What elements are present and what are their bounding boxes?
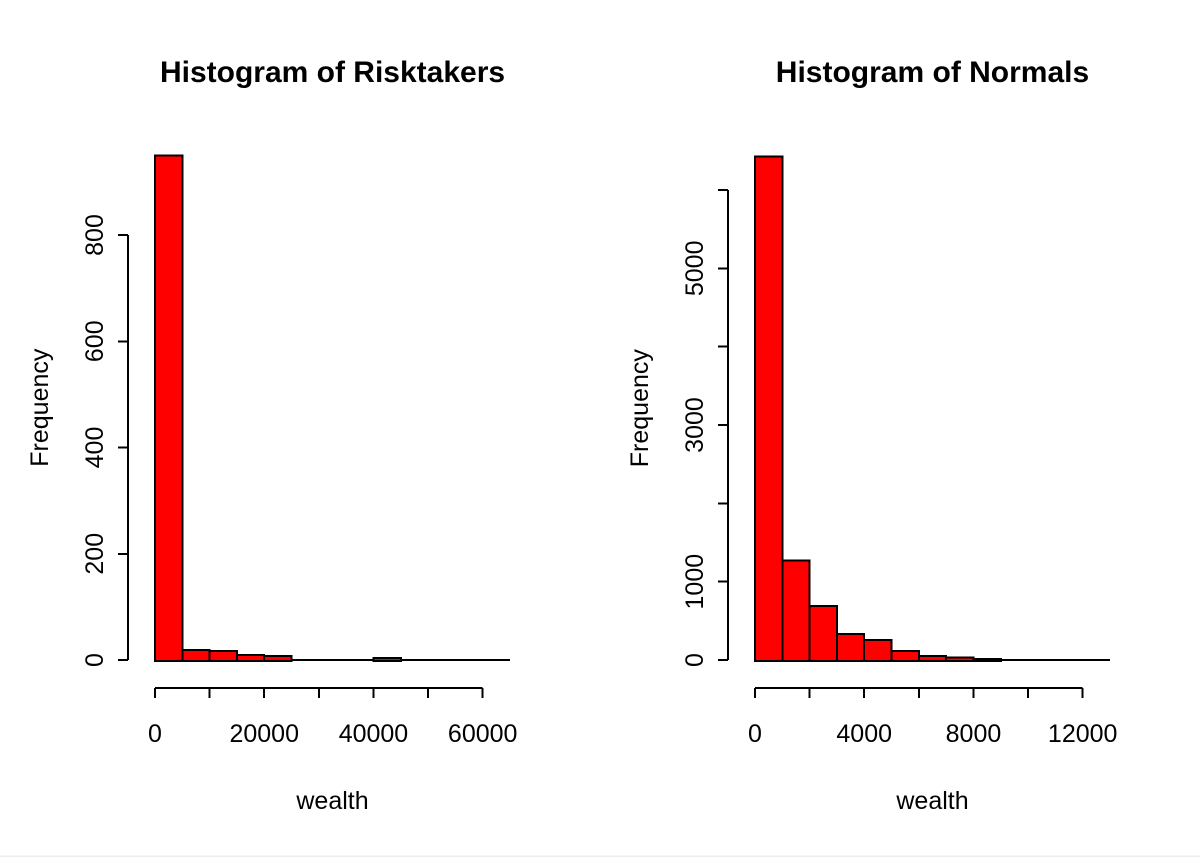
- y-tick-label: 5000: [681, 241, 709, 297]
- y-tick-label: 1000: [681, 554, 709, 610]
- x-tick-label: 20000: [229, 720, 299, 748]
- histogram-bar: [781, 559, 811, 662]
- x-tick-label: 0: [148, 720, 162, 748]
- plot-title: Histogram of Risktakers: [160, 56, 505, 89]
- y-axis-label: Frequency: [626, 349, 654, 468]
- histogram-bar: [372, 656, 402, 662]
- x-tick-label: 60000: [448, 720, 518, 748]
- histogram-bar: [917, 655, 948, 662]
- x-axis-label: wealth: [895, 787, 968, 815]
- y-tick-label: 600: [81, 320, 109, 362]
- x-tick-label: 4000: [836, 720, 892, 748]
- histogram-bar: [863, 639, 893, 663]
- x-tick-label: 8000: [946, 720, 1002, 748]
- histogram-bar: [945, 656, 975, 663]
- histogram-bar: [208, 649, 238, 662]
- histogram-bar: [235, 654, 266, 662]
- y-tick-label: 0: [681, 653, 709, 667]
- x-axis-label: wealth: [295, 787, 368, 815]
- histogram-bar: [263, 654, 293, 662]
- window-bottom-edge: [0, 855, 1200, 857]
- plot-title: Histogram of Normals: [776, 56, 1089, 89]
- y-axis-label: Frequency: [26, 348, 54, 467]
- histogram-bar: [890, 649, 920, 662]
- y-tick-label: 200: [81, 533, 109, 575]
- plot-normals: Histogram of Normals 0 1000 3000 5000 Frequen…: [626, 56, 1117, 815]
- histogram-bar: [972, 658, 1002, 662]
- x-tick-label: 12000: [1048, 720, 1118, 748]
- histogram-bar: [754, 155, 784, 662]
- plot-risktakers: Histogram of Risktakers 0 200 400 600 800 Freq…: [26, 56, 517, 815]
- x-tick-label: 40000: [339, 720, 409, 748]
- y-tick-label: 400: [81, 427, 109, 469]
- y-tick-label: 3000: [681, 397, 709, 453]
- histogram-bar: [154, 154, 184, 662]
- histogram-bar: [835, 633, 866, 663]
- x-tick-label: 0: [748, 720, 762, 748]
- y-tick-label: 0: [81, 653, 109, 667]
- y-tick-label: 800: [81, 214, 109, 256]
- histogram-bar: [181, 648, 211, 662]
- histogram-bar: [808, 604, 838, 663]
